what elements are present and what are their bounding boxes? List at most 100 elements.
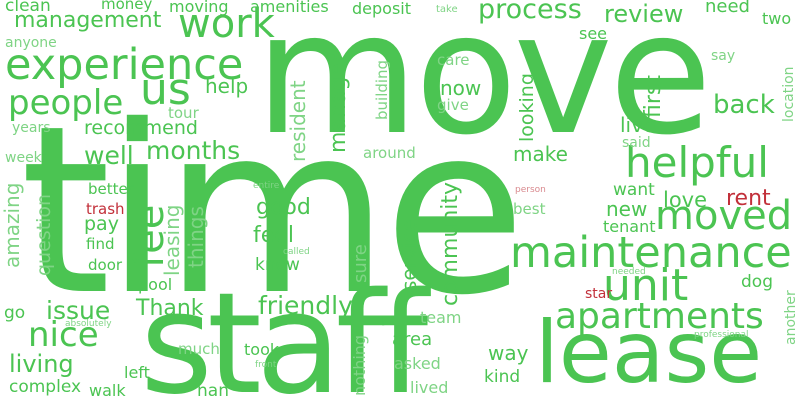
word-say: say xyxy=(711,48,736,64)
word-anyone: anyone xyxy=(5,35,57,51)
word-unit: unit xyxy=(603,260,689,311)
word-time: time xyxy=(20,76,526,346)
word-people: people xyxy=(8,83,124,123)
word-need: need xyxy=(705,0,750,17)
word-living: living xyxy=(9,350,74,378)
word-door: door xyxy=(88,256,123,274)
word-process: process xyxy=(478,0,582,25)
word-Thank: Thank xyxy=(136,296,204,321)
word-apartments: apartments xyxy=(555,296,764,337)
word-leasing: leasing xyxy=(160,204,184,276)
word-us: us xyxy=(140,64,191,115)
word-give: give xyxy=(437,96,469,114)
word-another: another xyxy=(783,290,799,345)
word-resident: resident xyxy=(286,80,310,162)
word-star: star xyxy=(585,286,613,302)
word-location: location xyxy=(781,66,797,122)
word-new: new xyxy=(606,197,648,221)
word-asked: asked xyxy=(394,354,441,373)
word-moved: moved xyxy=(655,193,793,239)
word-feel: feel xyxy=(253,223,294,248)
word-front: front xyxy=(255,360,277,370)
word-help: help xyxy=(205,74,249,98)
word-question: question xyxy=(33,193,55,276)
word-team: team xyxy=(420,308,462,327)
word-money: money xyxy=(101,0,153,13)
word-good: good xyxy=(256,195,311,220)
word-lease: lease xyxy=(535,303,763,400)
word-area: area xyxy=(392,329,433,350)
word-nan: nan xyxy=(197,381,229,400)
word-pay: pay xyxy=(84,213,119,235)
word-professional: professional xyxy=(694,330,749,340)
word-love: love xyxy=(663,188,708,212)
word-person: person xyxy=(515,185,546,195)
word-complex: complex xyxy=(9,377,82,397)
word-manager: manager xyxy=(326,54,351,153)
word-around: around xyxy=(363,144,416,162)
word-pool: pool xyxy=(138,275,173,294)
word-deposit: deposit xyxy=(352,0,411,18)
word-community: community xyxy=(438,181,463,306)
word-moving: moving xyxy=(169,0,229,16)
word-amenities: amenities xyxy=(250,0,329,16)
word-needed: needed xyxy=(612,267,646,277)
word-kind: kind xyxy=(484,367,521,387)
word-now: now xyxy=(440,76,482,100)
word-took: took xyxy=(244,340,280,359)
word-recommend: recommend xyxy=(84,117,198,139)
word-best: best xyxy=(513,200,546,218)
word-nothing: nothing xyxy=(350,334,369,396)
word-week: week xyxy=(5,150,42,166)
word-two: two xyxy=(762,9,792,28)
word-friendly: friendly xyxy=(258,291,353,320)
word-take: take xyxy=(436,4,458,15)
word-better: better xyxy=(88,180,134,198)
word-live: live xyxy=(620,113,656,137)
word-tour: tour xyxy=(168,104,199,122)
word-move: move xyxy=(255,0,712,172)
word-make: make xyxy=(513,142,568,166)
word-work: work xyxy=(178,1,275,47)
word-dog: dog xyxy=(741,272,773,292)
word-want: want xyxy=(613,180,655,200)
word-issue: issue xyxy=(46,296,111,325)
word-months: months xyxy=(146,136,241,165)
word-things: things xyxy=(184,206,208,268)
word-walk: walk xyxy=(89,381,126,400)
word-helpful: helpful xyxy=(625,138,769,187)
word-left: left xyxy=(124,363,150,382)
word-first: first xyxy=(641,75,666,118)
word-nice: nice xyxy=(28,315,99,355)
word-much: much xyxy=(178,340,220,358)
word-experience: experience xyxy=(5,40,244,90)
word-entire: entire xyxy=(253,181,280,191)
word-service: service xyxy=(397,219,421,291)
word-management: management xyxy=(14,8,162,33)
word-absolutely: absolutely xyxy=(65,319,112,329)
word-amazing: amazing xyxy=(0,182,24,268)
word-back: back xyxy=(713,90,775,120)
word-lived: lived xyxy=(410,378,449,397)
word-staff: staff xyxy=(140,263,428,400)
word-review: review xyxy=(604,0,684,28)
word-years: years xyxy=(12,120,51,136)
word-building: building xyxy=(373,59,391,120)
word-know: know xyxy=(255,255,300,275)
word-go: go xyxy=(4,303,26,323)
word-find: find xyxy=(86,235,115,253)
word-tenant: tenant xyxy=(603,217,656,236)
word-care: care xyxy=(437,51,470,69)
word-see: see xyxy=(579,24,608,43)
word-called: called xyxy=(283,247,310,257)
word-way: way xyxy=(488,341,529,365)
word-clean: clean xyxy=(5,0,51,16)
word-sure: sure xyxy=(350,244,371,283)
word-well: well xyxy=(84,141,134,170)
word-said: said xyxy=(622,135,651,151)
word-rent: rent xyxy=(726,186,771,211)
word-maintenance: maintenance xyxy=(510,228,792,278)
word-trash: trash xyxy=(86,200,125,218)
word-looking: looking xyxy=(516,73,538,142)
